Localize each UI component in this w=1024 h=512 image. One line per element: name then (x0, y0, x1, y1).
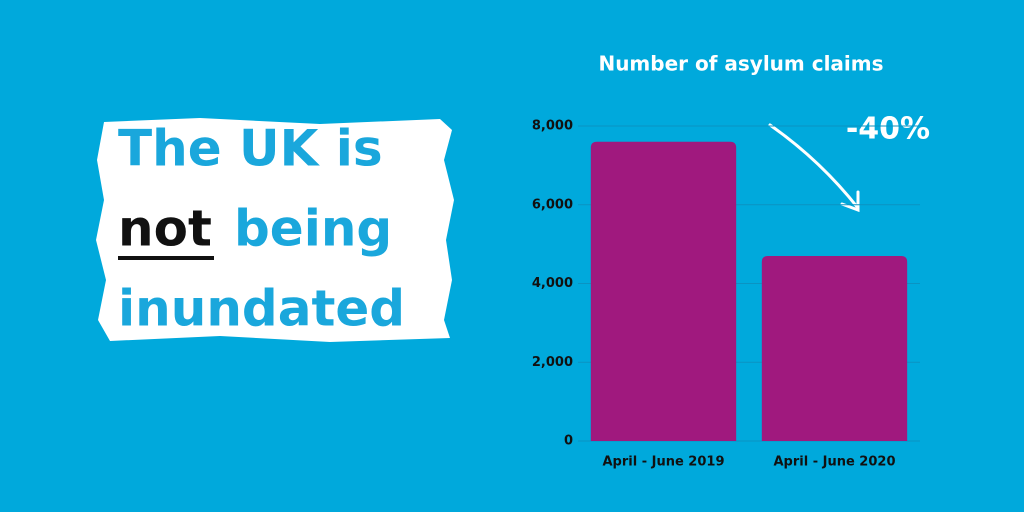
y-tick-label: 4,000 (532, 276, 573, 291)
bar (761, 255, 908, 441)
x-tick-label: April - June 2020 (773, 455, 895, 470)
arrow (768, 123, 860, 213)
headline-line: inundated (118, 280, 405, 338)
y-tick-label: 6,000 (532, 197, 573, 212)
annotation: -40% (846, 112, 930, 147)
headline-emphasis: not (118, 200, 212, 258)
x-tick-label: April - June 2019 (602, 455, 724, 470)
headline-line: being (234, 200, 392, 258)
y-tick-label: 8,000 (532, 119, 573, 134)
y-tick-label: 0 (564, 434, 573, 449)
brush-box (96, 118, 454, 342)
bar (590, 141, 737, 441)
headline-line: The UK is (118, 120, 383, 178)
y-tick-label: 2,000 (532, 355, 573, 370)
chart-title: Number of asylum claims (598, 52, 883, 76)
